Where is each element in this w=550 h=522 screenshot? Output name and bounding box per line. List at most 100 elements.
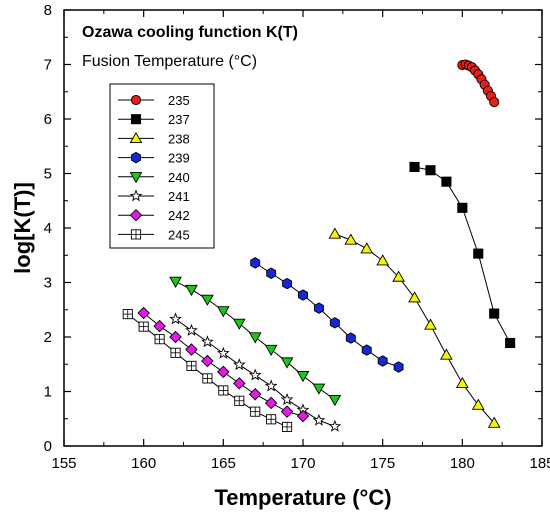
- data-point: [232, 318, 246, 330]
- data-point: [216, 306, 230, 318]
- data-point: [185, 343, 198, 356]
- data-point: [232, 358, 246, 371]
- data-point: [218, 385, 229, 396]
- series-237: [409, 161, 516, 349]
- legend: 235 237 238 239 240 241 242 245: [118, 93, 190, 242]
- y-axis-title: log[K(T)]: [10, 182, 35, 274]
- data-point: [408, 291, 421, 303]
- data-point: [424, 318, 437, 330]
- legend-label: 235: [168, 93, 190, 108]
- series-239: [250, 257, 404, 373]
- data-point: [248, 387, 262, 401]
- data-point: [248, 368, 262, 381]
- data-point: [233, 377, 246, 390]
- data-point: [329, 317, 340, 329]
- data-point: [473, 248, 484, 259]
- data-point: [344, 233, 358, 245]
- data-point: [328, 227, 342, 239]
- legend-marker: [131, 151, 141, 164]
- legend-item: 235: [118, 93, 190, 108]
- data-point: [264, 344, 278, 357]
- data-point: [409, 161, 420, 173]
- legend-box: [109, 83, 215, 249]
- data-point: [282, 277, 293, 290]
- chart-title: Ozawa cooling function K(T): [82, 24, 298, 41]
- data-point: [296, 371, 310, 383]
- data-point: [266, 267, 277, 279]
- data-point: [248, 332, 262, 344]
- x-axis-title: Temperature (°C): [214, 485, 391, 510]
- data-point: [217, 365, 230, 379]
- legend-item: 245: [118, 227, 190, 242]
- data-point: [170, 347, 181, 358]
- data-point: [280, 357, 294, 369]
- series-line: [254, 262, 399, 368]
- data-point: [282, 421, 293, 432]
- x-tick-label: 185: [529, 455, 550, 472]
- legend-item: 242: [118, 208, 190, 223]
- data-point: [313, 302, 324, 314]
- data-point: [264, 379, 278, 392]
- data-point: [154, 334, 165, 345]
- legend-marker: [129, 131, 143, 144]
- y-tick-label: 5: [44, 166, 52, 183]
- data-point: [489, 97, 500, 108]
- y-tick-label: 1: [44, 384, 52, 401]
- data-point: [425, 165, 436, 176]
- y-tick-label: 6: [44, 111, 52, 128]
- legend-item: 237: [118, 112, 190, 127]
- data-point: [376, 254, 390, 266]
- legend-marker: [129, 189, 143, 202]
- series-240: [169, 276, 342, 407]
- data-point: [266, 414, 277, 425]
- y-tick-label: 8: [44, 2, 52, 19]
- data-point: [360, 242, 374, 254]
- data-point: [250, 257, 261, 269]
- data-point: [280, 393, 294, 406]
- legend-label: 245: [168, 227, 190, 242]
- legend-label: 240: [168, 170, 190, 185]
- data-point: [457, 202, 468, 213]
- data-point: [201, 294, 214, 306]
- data-point: [280, 405, 294, 418]
- data-point: [169, 276, 182, 288]
- data-point: [216, 346, 230, 359]
- tick-labels: 155 160 165 170 175 180 185 0 1 2 3 4 5 6 7 8: [44, 2, 550, 472]
- data-point: [234, 395, 245, 406]
- data-point: [137, 306, 150, 320]
- data-point: [440, 348, 453, 360]
- axis-ticks: [63, 9, 543, 447]
- legend-marker: [129, 208, 143, 222]
- data-point: [153, 319, 166, 333]
- data-point: [328, 419, 342, 432]
- legend-label: 239: [168, 151, 190, 166]
- data-point: [505, 337, 516, 349]
- x-tick-label: 170: [290, 455, 315, 472]
- series-241: [169, 312, 342, 432]
- series-layer: [122, 59, 516, 432]
- legend-label: 238: [168, 131, 190, 146]
- data-point: [312, 413, 326, 426]
- series-line: [143, 312, 304, 417]
- chart-subtitle: Fusion Temperature (°C): [82, 53, 257, 70]
- y-tick-label: 4: [44, 220, 52, 237]
- data-point: [312, 383, 326, 395]
- data-point: [392, 270, 405, 282]
- data-point: [377, 355, 388, 367]
- series-242: [137, 306, 310, 423]
- y-tick-label: 7: [44, 57, 52, 74]
- legend-label: 237: [168, 112, 190, 127]
- legend-item: 240: [118, 170, 190, 185]
- x-tick-label: 165: [211, 455, 236, 472]
- data-point: [393, 361, 404, 373]
- data-point: [487, 416, 501, 428]
- data-point: [296, 409, 310, 423]
- data-point: [201, 354, 214, 368]
- x-tick-label: 160: [131, 455, 156, 472]
- data-point: [185, 284, 198, 297]
- x-tick-label: 175: [370, 455, 395, 472]
- data-point: [138, 321, 149, 332]
- data-point: [169, 330, 182, 344]
- data-point: [361, 344, 372, 356]
